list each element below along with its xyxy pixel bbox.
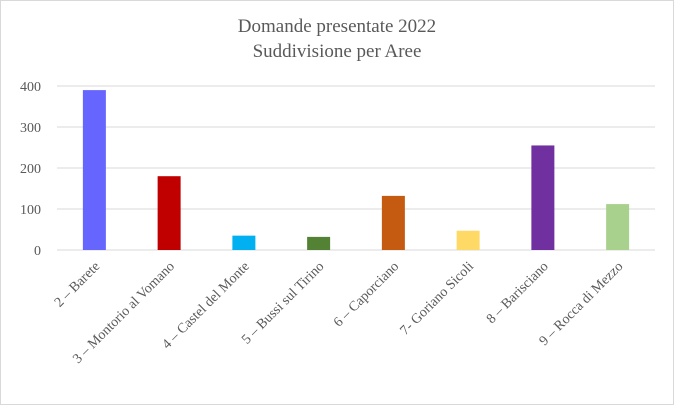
bar: [381, 195, 405, 250]
y-tick-label: 100: [20, 203, 41, 218]
category-label: 5 – Bussi sul Tirino: [239, 259, 327, 347]
y-tick-label: 300: [20, 121, 41, 136]
category-label: 2 – Barete: [52, 259, 103, 310]
y-tick-label: 200: [20, 162, 41, 177]
bar: [531, 145, 555, 250]
bar: [606, 204, 630, 250]
chart-title: Domande presentate 2022: [238, 16, 436, 37]
bars: [82, 90, 630, 250]
category-label: 9 – Rocca di Mezzo: [537, 259, 627, 349]
category-label: 6 – Caporciano: [331, 259, 402, 330]
bar: [82, 90, 106, 250]
y-tick-label: 400: [20, 80, 41, 95]
bar: [456, 230, 480, 250]
gridlines: [57, 85, 655, 251]
bar: [307, 236, 331, 250]
y-tick-label: 0: [34, 244, 41, 259]
chart-subtitle: Suddivisione per Aree: [253, 41, 422, 62]
category-label: 7- Goriano Sicoli: [398, 259, 477, 338]
category-label: 8 – Barisciano: [484, 259, 552, 327]
y-axis-ticks: 0 100 200 300 400: [20, 80, 41, 259]
bar: [157, 176, 181, 250]
bar: [232, 235, 256, 250]
